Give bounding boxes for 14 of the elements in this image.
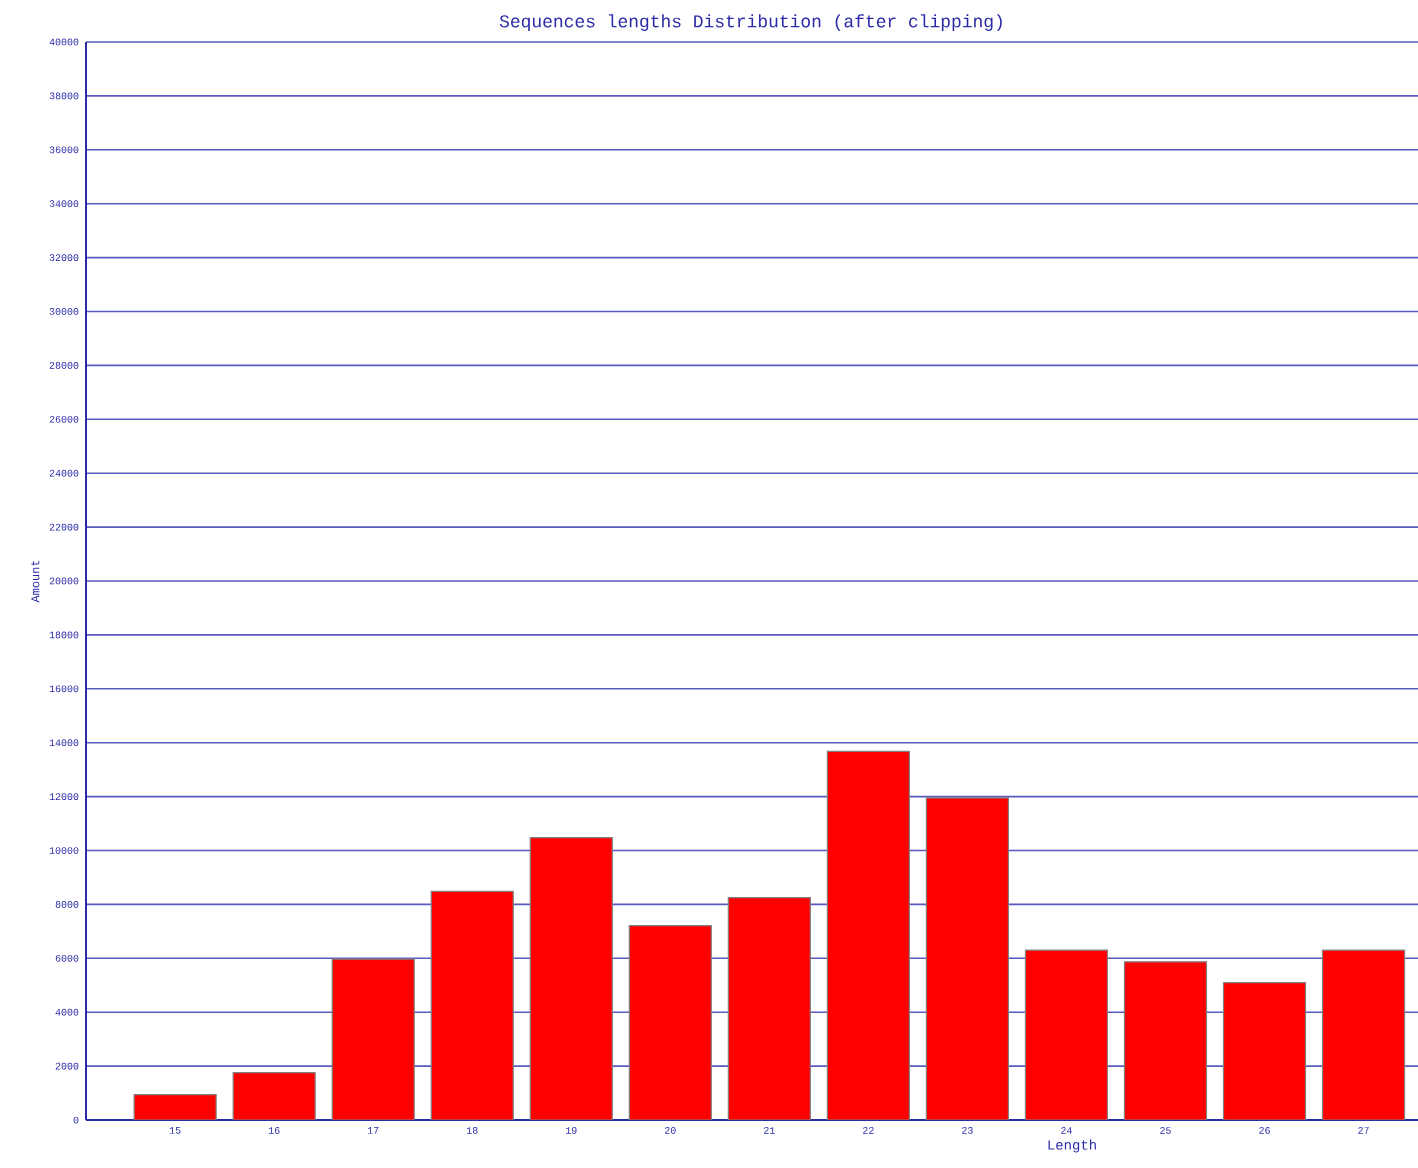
bar — [1123, 961, 1208, 1120]
bar — [331, 958, 415, 1120]
bar — [826, 750, 910, 1120]
bar — [727, 897, 811, 1120]
bar — [1024, 949, 1109, 1120]
bar — [529, 836, 613, 1120]
bar — [1222, 981, 1307, 1120]
bar — [1321, 949, 1406, 1120]
bar — [628, 925, 712, 1120]
bar — [232, 1071, 316, 1120]
chart-title: Sequences lengths Distribution (after clipping) — [499, 14, 1002, 31]
bar — [925, 797, 1010, 1120]
bar — [430, 890, 514, 1120]
bar — [134, 1094, 217, 1120]
